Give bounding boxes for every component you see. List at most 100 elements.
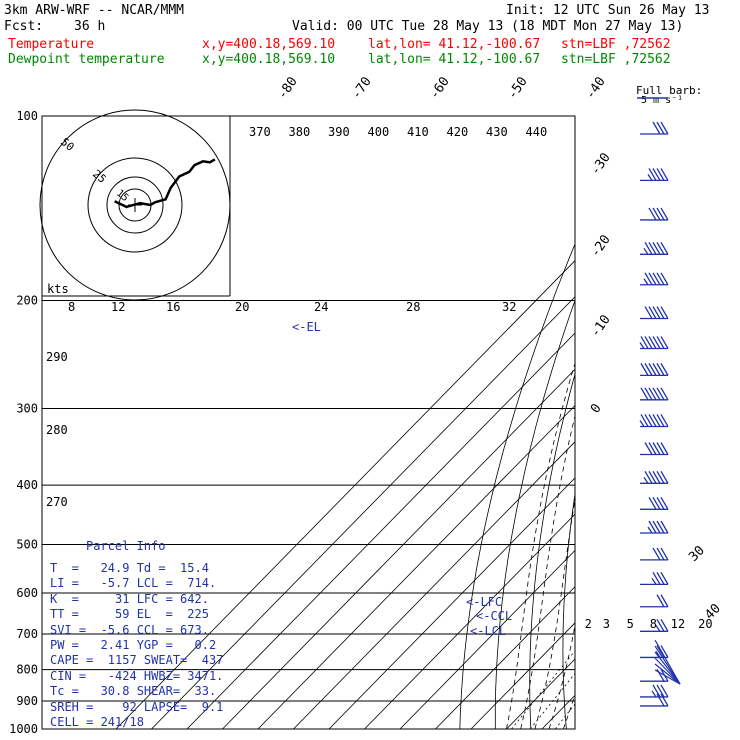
- wind-barb-cluster: [654, 651, 681, 685]
- isotherm-line: [222, 368, 575, 729]
- wind-barb-flag: [640, 387, 649, 401]
- wind-barb-flag: [660, 520, 669, 534]
- theta-label: 380: [289, 125, 311, 139]
- isotherm-bottom-label: 16: [166, 300, 180, 314]
- isotherm-label: -30: [588, 150, 614, 178]
- parcel-info-box: Parcel Info T = 24.9 Td = 15.4 LI = -5.7 …: [42, 537, 232, 733]
- wind-barb-flag: [656, 414, 665, 427]
- wind-barb-flag: [660, 693, 669, 707]
- hodograph-trace: [114, 158, 216, 209]
- dry-adiabat-label: 290: [46, 350, 68, 364]
- wind-barb-cluster: [654, 663, 681, 685]
- isotherm-label: -70: [349, 74, 375, 102]
- wind-barb-flag: [656, 547, 665, 561]
- hodograph-ring: [106, 176, 164, 234]
- wind-barb-flag: [652, 684, 661, 698]
- pressure-tick-label: 300: [16, 401, 38, 415]
- mixing-ratio-label: 20: [698, 617, 712, 631]
- wind-barb-flag: [648, 520, 657, 534]
- wind-barb-flag: [660, 470, 669, 484]
- chart-header: 3km ARW-WRF -- NCAR/MMM Init: 12 UTC Sun…: [0, 0, 740, 70]
- isotherm-line: [115, 260, 575, 729]
- wind-barb-half: [639, 420, 645, 427]
- wind-barb-half: [647, 526, 653, 534]
- wind-barb-flag: [652, 520, 661, 534]
- isotherms: [115, 116, 740, 729]
- lfc-annotation: <-LFC: [466, 595, 502, 609]
- wind-barb: [640, 272, 669, 286]
- isotherm-line: [257, 404, 575, 729]
- moist-adiabats: [506, 301, 740, 730]
- moist-adiabat-line: [548, 623, 575, 729]
- temperature-legend-latlon: lat,lon= 41.12,-100.67: [368, 37, 541, 52]
- wind-barb-flag: [656, 496, 665, 510]
- wind-barb: [640, 306, 669, 320]
- wind-barb-half: [655, 651, 661, 658]
- wind-barb-flag: [656, 619, 665, 632]
- wind-barb-flag: [652, 168, 661, 181]
- wind-barb-flag: [652, 442, 661, 455]
- isotherm-bottom-label: 12: [111, 300, 125, 314]
- wind-barb-flag: [652, 387, 661, 401]
- theta-label: 440: [526, 125, 548, 139]
- isotherm-line: [399, 549, 575, 729]
- moist-adiabat-line: [620, 301, 740, 730]
- wind-barb-flag: [656, 207, 665, 221]
- wind-barb-flag: [660, 594, 669, 608]
- moist-adiabat-line: [506, 361, 575, 729]
- dewpoint-legend-station: stn=LBF ,72562: [561, 52, 671, 67]
- wind-barb-cluster: [654, 645, 681, 685]
- wind-barb-flag: [660, 619, 669, 632]
- wind-barb: [640, 387, 669, 401]
- wind-barbs: Full barb:5 m s⁻¹: [636, 84, 702, 707]
- wind-barb-flag: [660, 241, 669, 255]
- wind-barb-flag: [656, 387, 665, 401]
- wind-barb-flag: [656, 168, 665, 181]
- mixing-ratio-label: 8: [650, 617, 657, 631]
- parcel-info-row: PW = 2.41 YGP = 0.2: [50, 638, 217, 652]
- wind-barb-flag: [660, 496, 669, 510]
- wind-barb-flag: [660, 684, 669, 698]
- wind-barb-flag: [648, 414, 657, 427]
- mixing-ratio-line: [601, 593, 707, 729]
- parcel-info-row: CELL = 241/18: [50, 715, 144, 729]
- wind-barb-flag: [656, 572, 665, 585]
- isotherm-line: [151, 296, 575, 729]
- wind-barb-flag: [656, 470, 665, 484]
- parcel-info-row: CIN = -424 HWBZ= 3471.: [50, 668, 224, 683]
- wind-barb: [640, 547, 669, 561]
- wind-barb-flag: [656, 442, 665, 455]
- parcel-info-row: SREH = 92 LAPSE= 9.1: [50, 699, 224, 714]
- wind-barb-flag: [644, 387, 653, 401]
- temperature-legend-xy: x,y=400.18,569.10: [202, 37, 336, 52]
- wind-barb-cluster: [654, 669, 681, 685]
- isotherm-line: [684, 116, 740, 729]
- hodograph-units-label: kts: [47, 282, 69, 296]
- pressure-tick-label: 900: [16, 694, 38, 708]
- wind-barb-flag: [660, 363, 669, 376]
- theta-label: 400: [368, 125, 390, 139]
- theta-label: 390: [328, 125, 350, 139]
- lcl-annotation: <-LCL: [470, 624, 506, 638]
- dry-adiabat-line: [562, 491, 575, 729]
- theta-label: 430: [486, 125, 508, 139]
- isotherm-bottom-label: 8: [68, 300, 75, 314]
- wind-barb-flag: [644, 414, 653, 427]
- temperature-profile: [658, 116, 740, 701]
- mixing-ratio-line: [511, 650, 575, 729]
- parcel-info-row: CAPE = 1157 SWEAT= 437: [50, 653, 224, 668]
- wind-barb: [640, 594, 669, 608]
- hodograph-ring: [87, 157, 183, 253]
- mixing-ratio-label: 5: [627, 617, 634, 631]
- wind-barb-flag: [660, 272, 669, 286]
- wind-barb-flag: [644, 442, 653, 455]
- wind-barb-flag: [644, 470, 653, 484]
- moist-adiabat-line: [534, 496, 575, 729]
- wind-barb-flag: [648, 470, 657, 484]
- plot-frame: [41, 115, 576, 730]
- wind-barb: [639, 336, 669, 350]
- parcel-info-row: Tc = 30.8 SHEAR= 33.: [50, 684, 217, 699]
- mixing-ratio-line: [579, 593, 686, 729]
- isobars: [42, 116, 575, 729]
